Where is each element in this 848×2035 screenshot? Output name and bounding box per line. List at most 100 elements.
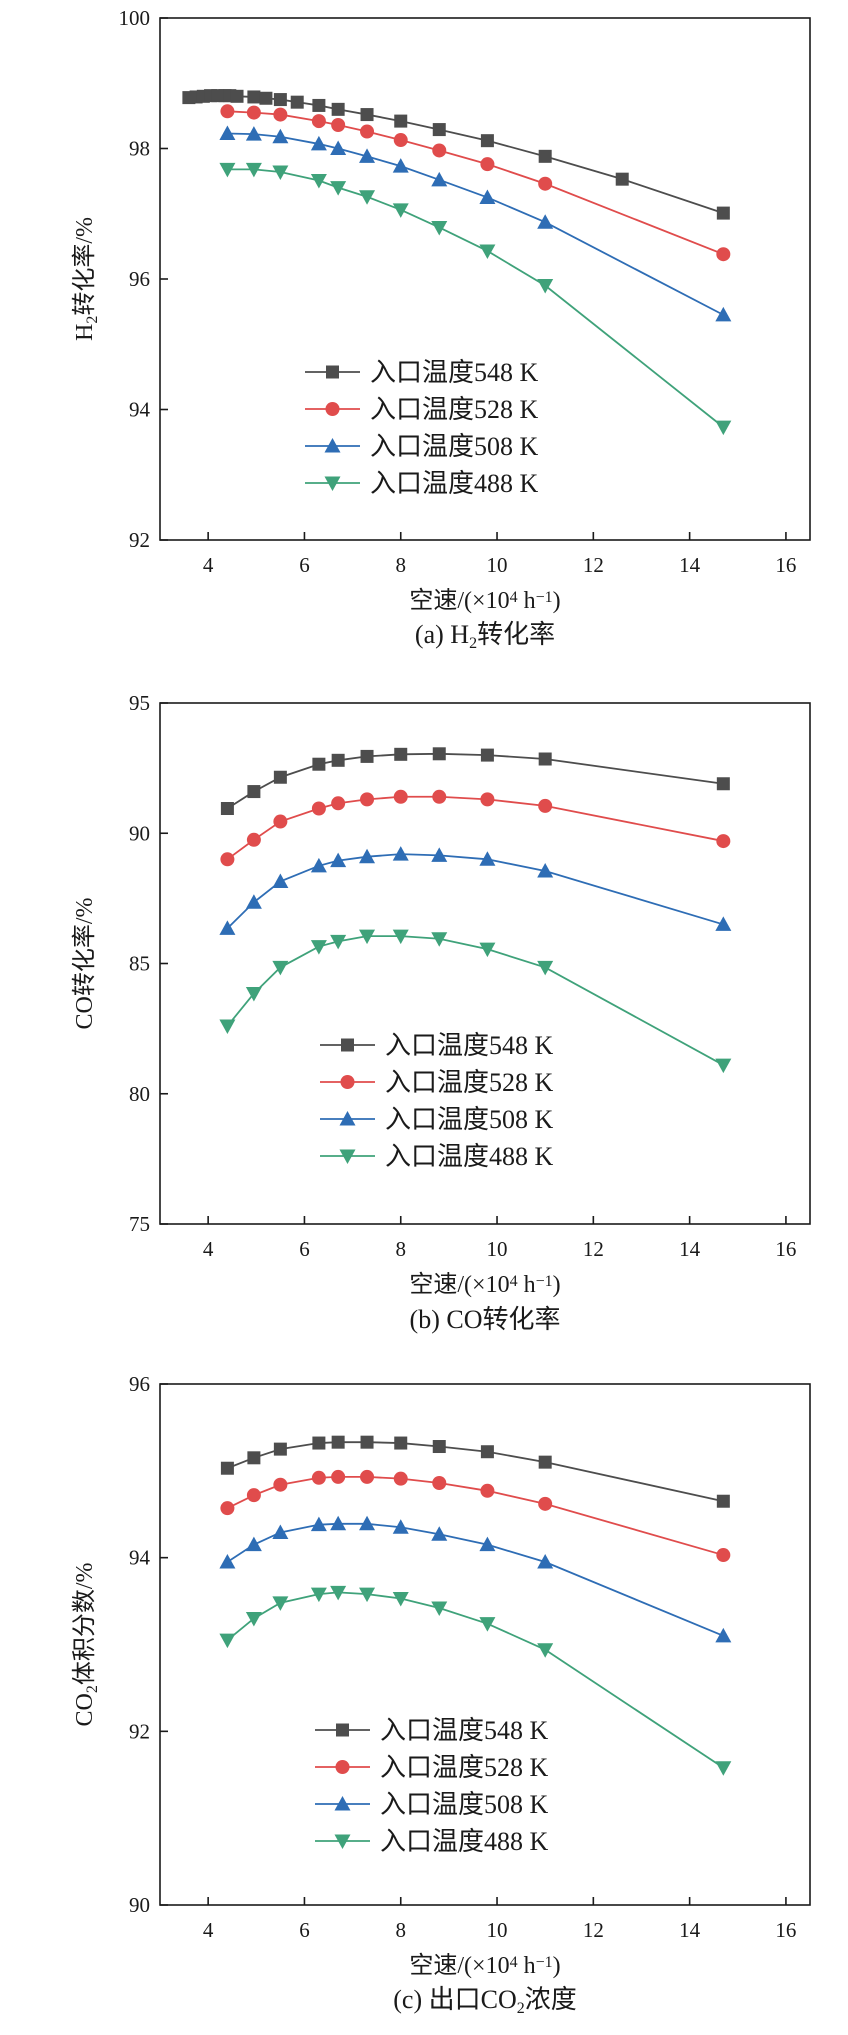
data-point bbox=[360, 124, 375, 139]
y-tick-label: 94 bbox=[129, 1546, 151, 1570]
legend-label: 入口温度488 K bbox=[370, 469, 539, 498]
y-tick-label: 75 bbox=[129, 1212, 150, 1236]
data-point bbox=[331, 753, 345, 767]
data-point bbox=[273, 1442, 287, 1456]
data-point bbox=[432, 123, 446, 137]
data-point bbox=[359, 148, 376, 163]
data-point bbox=[331, 118, 346, 133]
data-point bbox=[245, 1536, 262, 1552]
data-point bbox=[479, 942, 496, 958]
x-tick-label: 12 bbox=[583, 1918, 604, 1942]
y-tick-label: 95 bbox=[129, 691, 150, 715]
series-3 bbox=[219, 846, 732, 935]
data-point bbox=[331, 1469, 346, 1484]
data-point bbox=[479, 1536, 496, 1552]
y-tick-label: 80 bbox=[129, 1082, 150, 1106]
y-tick-label: 85 bbox=[129, 952, 150, 976]
y-axis-label: CO转化率/% bbox=[71, 897, 98, 1029]
x-tick-label: 8 bbox=[395, 553, 406, 577]
data-point bbox=[310, 1587, 327, 1603]
data-point bbox=[272, 1524, 289, 1539]
x-axis-label: 空速/(×104 h−1) bbox=[409, 1952, 560, 1979]
series-line bbox=[227, 110, 724, 256]
data-point bbox=[272, 960, 289, 976]
legend: 入口温度548 K 入口温度528 K 入口温度508 K 入口温度488 K bbox=[305, 358, 539, 498]
data-point bbox=[716, 1494, 730, 1508]
legend: 入口温度548 K 入口温度528 K 入口温度508 K 入口温度488 K bbox=[315, 1716, 549, 1856]
data-point bbox=[537, 960, 554, 976]
data-point bbox=[245, 986, 262, 1002]
x-tick-label: 16 bbox=[775, 1237, 796, 1261]
data-point bbox=[716, 777, 730, 791]
data-point bbox=[392, 1519, 409, 1534]
data-point bbox=[359, 929, 376, 945]
data-point bbox=[392, 846, 409, 861]
data-point bbox=[715, 420, 732, 436]
series-line bbox=[227, 1441, 724, 1503]
series-line bbox=[226, 853, 724, 929]
data-point bbox=[220, 104, 235, 119]
data-point bbox=[246, 832, 261, 847]
data-point bbox=[310, 1516, 327, 1532]
data-point bbox=[538, 1496, 553, 1511]
legend-marker bbox=[335, 1760, 350, 1774]
data-point bbox=[312, 98, 326, 112]
data-point bbox=[359, 1515, 376, 1531]
data-point bbox=[392, 1591, 409, 1607]
x-tick-label: 6 bbox=[299, 553, 310, 577]
x-tick-label: 14 bbox=[679, 1237, 701, 1261]
data-point bbox=[538, 752, 552, 766]
data-point bbox=[432, 747, 446, 761]
x-tick-label: 14 bbox=[679, 1918, 701, 1942]
series-1 bbox=[220, 747, 730, 816]
data-point bbox=[219, 1019, 236, 1035]
data-point bbox=[537, 1554, 554, 1569]
x-tick-label: 12 bbox=[583, 553, 604, 577]
data-point bbox=[311, 801, 326, 816]
data-point bbox=[359, 848, 376, 864]
data-point bbox=[311, 114, 326, 129]
data-point bbox=[312, 1436, 326, 1450]
x-axis-label: 空速/(×104 h−1) bbox=[409, 1271, 560, 1298]
x-tick-label: 6 bbox=[299, 1237, 310, 1261]
series-4 bbox=[219, 162, 732, 436]
series-1 bbox=[220, 1435, 730, 1508]
series-line bbox=[226, 752, 724, 810]
data-point bbox=[360, 792, 375, 807]
data-point bbox=[394, 114, 408, 128]
legend-marker bbox=[324, 438, 341, 453]
y-tick-label: 90 bbox=[129, 1893, 150, 1917]
data-point bbox=[246, 105, 261, 120]
data-point bbox=[431, 171, 448, 187]
legend-marker bbox=[341, 1038, 354, 1052]
x-tick-label: 14 bbox=[679, 553, 701, 577]
y-tick-label: 92 bbox=[129, 1719, 150, 1743]
data-point bbox=[360, 108, 374, 122]
y-axis-label: H2转化率/% bbox=[71, 217, 101, 341]
data-point bbox=[431, 1526, 448, 1541]
data-point bbox=[715, 1627, 732, 1643]
legend-marker bbox=[339, 1149, 356, 1164]
y-tick-label: 90 bbox=[129, 821, 150, 845]
legend-marker bbox=[324, 476, 341, 491]
legend-marker bbox=[325, 402, 340, 416]
data-point bbox=[310, 173, 327, 189]
data-point bbox=[716, 1548, 731, 1563]
x-tick-label: 8 bbox=[395, 1237, 406, 1261]
data-point bbox=[479, 244, 496, 259]
data-point bbox=[480, 1483, 495, 1498]
data-point bbox=[273, 814, 288, 829]
data-point bbox=[480, 748, 494, 762]
data-point bbox=[479, 851, 496, 866]
legend-marker bbox=[326, 365, 339, 379]
data-point bbox=[716, 206, 730, 220]
data-point bbox=[537, 279, 554, 294]
data-point bbox=[480, 134, 494, 148]
legend-label: 入口温度548 K bbox=[385, 1031, 554, 1060]
x-axis-label: 空速/(×104 h−1) bbox=[409, 587, 560, 614]
series-2 bbox=[220, 104, 731, 262]
data-point bbox=[393, 1471, 408, 1486]
legend-label: 入口温度488 K bbox=[385, 1142, 554, 1171]
x-tick-label: 4 bbox=[203, 1237, 214, 1261]
